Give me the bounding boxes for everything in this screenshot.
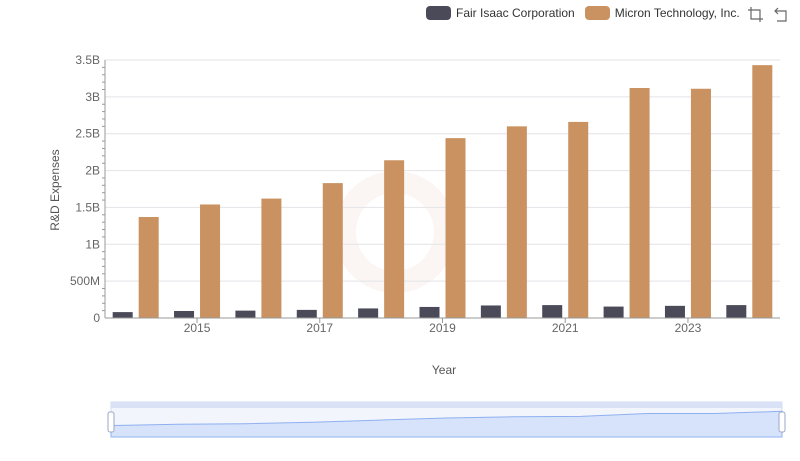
y-tick-label: 3.5B	[75, 53, 100, 67]
bar-fair-isaac-2014[interactable]	[112, 312, 133, 318]
x-tick-label: 2017	[306, 321, 333, 335]
bar-micron-2023[interactable]	[690, 88, 711, 319]
bar-micron-2019[interactable]	[445, 138, 466, 318]
slider-handle-right[interactable]	[778, 411, 786, 433]
bar-fair-isaac-2022[interactable]	[603, 306, 624, 318]
y-tick-label: 1B	[85, 237, 100, 251]
y-tick-label: 500M	[70, 274, 100, 288]
bar-fair-isaac-2016[interactable]	[235, 310, 256, 318]
x-tick-label: 2019	[429, 321, 456, 335]
bar-fair-isaac-2019[interactable]	[419, 306, 440, 318]
bar-fair-isaac-2024[interactable]	[726, 305, 747, 318]
legend-item-micron[interactable]: Micron Technology, Inc.	[584, 6, 740, 20]
bars-layer	[112, 65, 773, 319]
bar-micron-2017[interactable]	[322, 183, 343, 318]
x-tick-label: 2021	[552, 321, 579, 335]
data-zoom-slider[interactable]	[107, 401, 786, 438]
bar-micron-2020[interactable]	[506, 126, 527, 318]
bar-fair-isaac-2017[interactable]	[296, 309, 317, 318]
y-axis-label: R&D Expenses	[48, 149, 62, 230]
y-tick-label: 1.5B	[75, 200, 100, 214]
bar-fair-isaac-2023[interactable]	[664, 305, 685, 318]
bar-fair-isaac-2021[interactable]	[542, 305, 563, 318]
bar-micron-2016[interactable]	[261, 198, 282, 318]
bar-micron-2022[interactable]	[629, 88, 650, 318]
legend: Fair Isaac Corporation Micron Technology…	[426, 4, 750, 22]
legend-label-micron: Micron Technology, Inc.	[614, 6, 740, 20]
y-tick-label: 2B	[85, 164, 100, 178]
slider-handle-left[interactable]	[107, 411, 115, 433]
bar-micron-2018[interactable]	[384, 160, 405, 318]
restore-icon[interactable]	[773, 6, 790, 23]
x-tick-label: 2023	[675, 321, 702, 335]
legend-item-fair-isaac[interactable]: Fair Isaac Corporation	[426, 6, 575, 20]
bar-micron-2014[interactable]	[138, 217, 159, 318]
bar-micron-2015[interactable]	[200, 204, 221, 318]
legend-swatch-fair-isaac	[426, 6, 451, 20]
bar-fair-isaac-2015[interactable]	[174, 310, 195, 318]
bar-micron-2024[interactable]	[752, 65, 773, 318]
bar-micron-2021[interactable]	[568, 121, 589, 318]
bar-fair-isaac-2018[interactable]	[358, 308, 379, 318]
slider-top-bar[interactable]	[111, 402, 782, 408]
zoom-icon[interactable]	[747, 6, 764, 23]
legend-swatch-micron	[584, 6, 610, 20]
bar-fair-isaac-2020[interactable]	[480, 305, 501, 318]
slider-preview-area	[110, 410, 783, 438]
axis-layer: 0 500M 1B 1.5B 2B 2.5B 3B 3.5B 2015 2017 2019 2021 2…	[70, 53, 780, 335]
legend-label-fair-isaac: Fair Isaac Corporation	[456, 6, 575, 20]
y-tick-label: 2.5B	[75, 127, 100, 141]
x-tick-label: 2015	[184, 321, 211, 335]
y-tick-label: 3B	[85, 90, 100, 104]
y-tick-label: 0	[93, 311, 100, 325]
x-axis-label: Year	[432, 363, 456, 377]
